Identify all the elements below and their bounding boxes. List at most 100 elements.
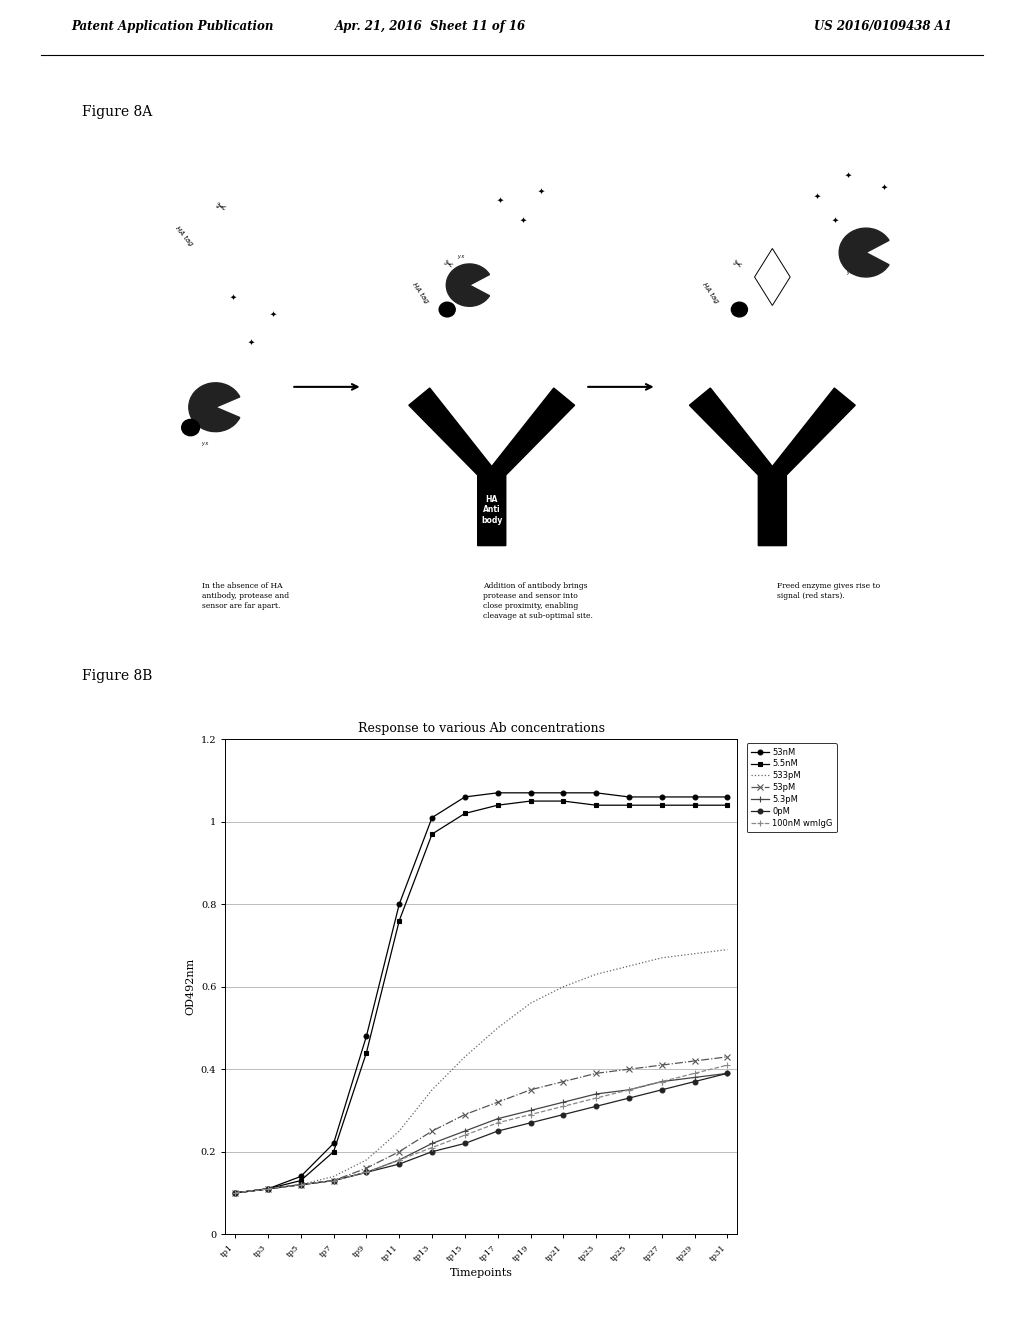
Line: 0pM: 0pM	[232, 1071, 730, 1196]
Text: Addition of antibody brings
protease and sensor into
close proximity, enabling
c: Addition of antibody brings protease and…	[483, 582, 593, 619]
53pM	[393, 1143, 406, 1160]
0pM	[623, 1090, 635, 1106]
Text: Figure 8B: Figure 8B	[82, 669, 153, 682]
100nM wmIgG	[426, 1139, 438, 1155]
5.5nM	[295, 1172, 307, 1188]
Text: ✦: ✦	[813, 191, 820, 201]
53pM	[721, 1049, 733, 1065]
5.5nM	[623, 797, 635, 813]
Text: Freed enzyme gives rise to
signal (red stars).: Freed enzyme gives rise to signal (red s…	[777, 582, 880, 601]
Text: HA tag: HA tag	[412, 281, 430, 305]
100nM wmIgG	[295, 1177, 307, 1193]
0pM	[524, 1115, 537, 1131]
Text: US 2016/0109438 A1: US 2016/0109438 A1	[814, 20, 952, 33]
0pM	[393, 1156, 406, 1172]
533pM	[721, 941, 733, 957]
5.3pM	[262, 1181, 274, 1197]
0pM	[360, 1164, 373, 1180]
533pM	[229, 1185, 242, 1201]
0pM	[688, 1073, 700, 1089]
0pM	[655, 1082, 668, 1098]
533pM	[492, 1020, 504, 1036]
100nM wmIgG	[655, 1073, 668, 1089]
Circle shape	[731, 302, 748, 317]
Text: ✦: ✦	[831, 215, 839, 224]
5.3pM	[655, 1073, 668, 1089]
100nM wmIgG	[459, 1127, 471, 1143]
533pM	[623, 958, 635, 974]
53pM	[262, 1181, 274, 1197]
100nM wmIgG	[328, 1172, 340, 1188]
5.5nM	[426, 826, 438, 842]
533pM	[393, 1123, 406, 1139]
5.3pM	[426, 1135, 438, 1151]
100nM wmIgG	[688, 1065, 700, 1081]
533pM	[590, 966, 602, 982]
5.5nM	[360, 1045, 373, 1061]
5.3pM	[295, 1177, 307, 1193]
Wedge shape	[188, 383, 240, 432]
100nM wmIgG	[557, 1098, 569, 1114]
5.3pM	[229, 1185, 242, 1201]
5.3pM	[688, 1069, 700, 1085]
Text: ✂: ✂	[730, 259, 743, 272]
Text: HA tag: HA tag	[174, 226, 195, 247]
5.3pM	[393, 1152, 406, 1168]
0pM	[590, 1098, 602, 1114]
5.3pM	[590, 1086, 602, 1102]
5.3pM	[721, 1065, 733, 1081]
53pM	[623, 1061, 635, 1077]
Text: ✦: ✦	[229, 293, 237, 302]
53nM	[492, 785, 504, 801]
533pM	[360, 1152, 373, 1168]
Line: 53pM: 53pM	[232, 1053, 730, 1196]
533pM	[688, 945, 700, 961]
53pM	[492, 1094, 504, 1110]
53nM	[590, 785, 602, 801]
0pM	[557, 1106, 569, 1122]
53pM	[688, 1053, 700, 1069]
100nM wmIgG	[492, 1115, 504, 1131]
Line: 5.3pM: 5.3pM	[231, 1069, 731, 1196]
Text: ✦: ✦	[497, 195, 504, 205]
0pM	[328, 1172, 340, 1188]
53nM	[524, 785, 537, 801]
53pM	[360, 1160, 373, 1176]
533pM	[426, 1082, 438, 1098]
5.5nM	[557, 793, 569, 809]
5.5nM	[590, 797, 602, 813]
X-axis label: Timepoints: Timepoints	[450, 1269, 513, 1278]
53nM	[655, 789, 668, 805]
Circle shape	[439, 302, 456, 317]
100nM wmIgG	[721, 1057, 733, 1073]
5.5nM	[524, 793, 537, 809]
53nM	[623, 789, 635, 805]
Text: Figure 8A: Figure 8A	[82, 106, 153, 119]
100nM wmIgG	[590, 1090, 602, 1106]
Text: y x: y x	[457, 255, 464, 259]
Title: Response to various Ab concentrations: Response to various Ab concentrations	[357, 722, 605, 735]
53nM	[459, 789, 471, 805]
5.3pM	[459, 1123, 471, 1139]
5.3pM	[557, 1094, 569, 1110]
Text: ✦: ✦	[881, 183, 887, 191]
53nM	[393, 896, 406, 912]
100nM wmIgG	[393, 1152, 406, 1168]
100nM wmIgG	[360, 1164, 373, 1180]
533pM	[557, 979, 569, 995]
53pM	[229, 1185, 242, 1201]
53nM	[721, 789, 733, 805]
Circle shape	[181, 420, 200, 436]
0pM	[229, 1185, 242, 1201]
53nM	[688, 789, 700, 805]
5.3pM	[328, 1172, 340, 1188]
Polygon shape	[409, 388, 574, 545]
100nM wmIgG	[262, 1181, 274, 1197]
Line: 533pM: 533pM	[236, 949, 727, 1193]
0pM	[426, 1143, 438, 1160]
53nM	[328, 1135, 340, 1151]
53nM	[295, 1168, 307, 1184]
Text: ✦: ✦	[519, 215, 526, 224]
100nM wmIgG	[623, 1082, 635, 1098]
5.5nM	[688, 797, 700, 813]
